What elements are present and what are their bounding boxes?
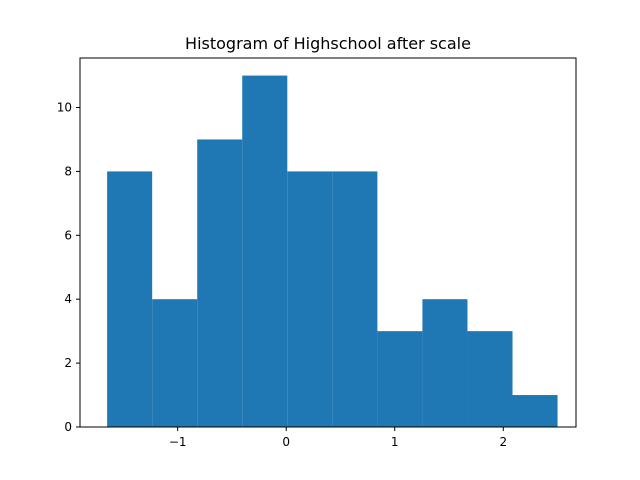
histogram-bar (152, 299, 198, 427)
y-tick-label: 10 (57, 101, 72, 115)
histogram-bar (377, 331, 423, 427)
histogram-bar (467, 331, 513, 427)
bars-group (107, 75, 558, 428)
x-tick-label: 1 (391, 435, 399, 449)
histogram-bar (422, 299, 468, 427)
histogram-bar (197, 139, 243, 427)
x-tick-label: 0 (282, 435, 290, 449)
histogram-bar (107, 171, 153, 427)
x-tick-label: −1 (169, 435, 187, 449)
y-tick-label: 8 (64, 164, 72, 178)
y-tick-label: 2 (64, 356, 72, 370)
histogram-bar (332, 171, 378, 427)
histogram-bar (242, 75, 288, 428)
chart-title: Histogram of Highschool after scale (185, 34, 471, 53)
histogram-bar (287, 171, 333, 427)
histogram-bar (512, 395, 558, 427)
y-tick-label: 4 (64, 292, 72, 306)
x-tick-label: 2 (499, 435, 507, 449)
x-axis-ticks: −1 0 1 2 (169, 427, 507, 449)
y-tick-label: 0 (64, 420, 72, 434)
plot-frame (79, 57, 577, 428)
y-tick-label: 6 (64, 228, 72, 242)
y-axis-ticks: 0 2 4 6 8 10 (57, 101, 80, 434)
